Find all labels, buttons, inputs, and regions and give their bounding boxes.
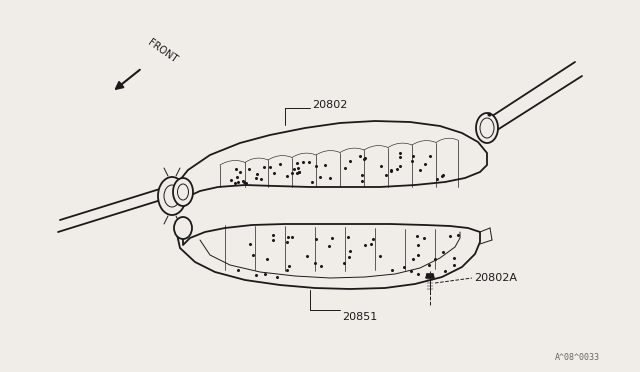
Text: 20802: 20802: [312, 100, 348, 110]
Polygon shape: [176, 121, 487, 200]
Text: 20851: 20851: [342, 312, 377, 322]
Ellipse shape: [174, 217, 192, 239]
Text: FRONT: FRONT: [146, 38, 179, 65]
Ellipse shape: [476, 113, 498, 143]
Polygon shape: [176, 218, 480, 289]
Text: 20802A: 20802A: [474, 273, 517, 283]
Ellipse shape: [173, 178, 193, 206]
Ellipse shape: [158, 177, 186, 215]
Text: A^08^0033: A^08^0033: [555, 353, 600, 362]
Polygon shape: [426, 274, 434, 278]
